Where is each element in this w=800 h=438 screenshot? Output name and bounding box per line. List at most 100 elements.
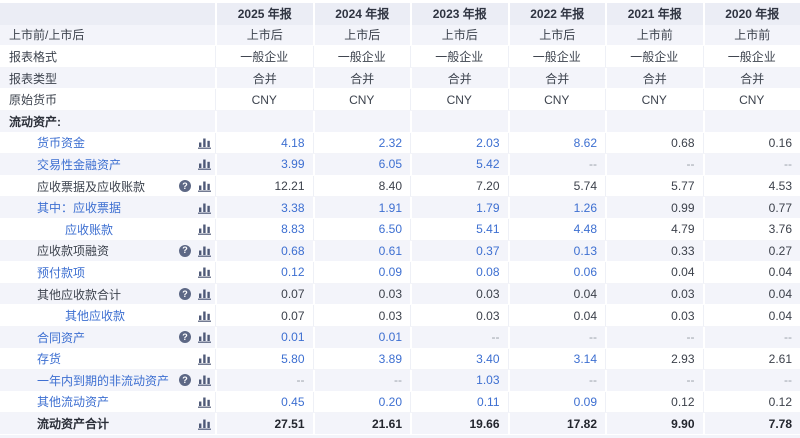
cell-value[interactable]: 0.11 [477, 394, 500, 409]
cell-value[interactable]: 0.68 [281, 243, 305, 258]
bar-chart-icon[interactable] [198, 223, 211, 236]
cell-value[interactable]: 4.48 [573, 222, 597, 237]
cell-value[interactable]: 0.45 [281, 394, 305, 409]
cell-value[interactable]: 1.91 [378, 200, 402, 215]
bar-chart-icon[interactable] [198, 374, 211, 387]
help-icon[interactable]: ? [179, 374, 191, 387]
value-cell-link[interactable]: 0.09 [507, 391, 605, 413]
value-cell-link[interactable]: 0.11 [410, 391, 508, 413]
bar-chart-icon[interactable] [198, 245, 211, 257]
row-label-link[interactable]: 货币资金 [37, 136, 86, 151]
value-cell-link[interactable]: 4.18 [215, 132, 313, 154]
cell-value[interactable]: 0.09 [378, 265, 402, 280]
row-label-link[interactable]: 应收账款 [65, 222, 114, 237]
cell-value[interactable]: 8.83 [281, 222, 305, 237]
cell-value[interactable]: 0.01 [281, 330, 305, 345]
bar-chart-icon[interactable] [198, 353, 211, 365]
row-label-link[interactable]: 其中：应收票据 [37, 201, 122, 216]
cell-value[interactable]: 3.89 [378, 351, 402, 366]
value-cell-link[interactable]: 0.09 [312, 262, 410, 283]
value-cell-link[interactable]: 0.01 [312, 326, 410, 348]
cell-value[interactable]: 0.01 [378, 330, 402, 345]
cell-value[interactable]: 0.20 [378, 394, 402, 409]
value-cell-link[interactable]: 6.05 [312, 154, 410, 175]
value-cell-link[interactable]: 5.42 [410, 154, 508, 175]
value-cell-link[interactable]: 0.61 [312, 240, 410, 262]
help-icon[interactable]: ? [179, 331, 191, 344]
value-cell-link[interactable]: 0.06 [507, 262, 605, 283]
cell-value[interactable]: 0.61 [378, 243, 402, 258]
cell-value[interactable]: 0.09 [573, 394, 597, 409]
cell-value[interactable]: 5.41 [476, 222, 500, 237]
bar-chart-icon[interactable] [198, 158, 211, 171]
row-label-link[interactable]: 合同资产 [37, 330, 86, 345]
value-cell-link[interactable]: 0.12 [215, 262, 313, 283]
cell-value[interactable]: 6.05 [378, 157, 402, 172]
row-label-link[interactable]: 交易性金融资产 [37, 157, 122, 172]
value-cell-link[interactable]: 0.20 [312, 391, 410, 413]
row-label-link[interactable]: 一年内到期的非流动资产 [37, 373, 170, 388]
value-cell-link[interactable]: 2.03 [410, 132, 508, 154]
cell-value[interactable]: 2.03 [476, 135, 500, 150]
cell-value[interactable]: 1.79 [476, 200, 500, 215]
value-cell-link[interactable]: 4.48 [507, 218, 605, 240]
row-label-link[interactable]: 其他应收款 [65, 309, 126, 324]
bar-chart-icon[interactable] [198, 202, 211, 214]
value-cell-link[interactable]: 0.45 [215, 391, 313, 413]
bar-chart-icon[interactable] [198, 288, 211, 300]
help-icon[interactable]: ? [179, 288, 191, 301]
row-label-link[interactable]: 其他流动资产 [37, 395, 110, 410]
cell-value[interactable]: 8.62 [573, 135, 597, 150]
bar-chart-icon[interactable] [198, 331, 211, 344]
value-cell [312, 110, 410, 132]
value-cell-link[interactable]: 0.13 [507, 240, 605, 262]
value-cell-link[interactable]: 2.32 [312, 132, 410, 154]
value-cell-link[interactable]: 0.08 [410, 262, 508, 283]
value-cell-link[interactable]: 0.37 [410, 240, 508, 262]
cell-value[interactable]: 0.37 [476, 243, 500, 258]
cell-value[interactable]: 4.18 [281, 135, 305, 150]
help-icon[interactable]: ? [179, 244, 191, 257]
value-cell-link[interactable]: 1.91 [312, 197, 410, 218]
cell-value[interactable]: 3.14 [573, 351, 597, 366]
cell-value[interactable]: 0.13 [573, 243, 597, 258]
value-cell-link[interactable]: 1.79 [410, 197, 508, 218]
cell-value[interactable]: 5.42 [476, 157, 500, 172]
row-label-link[interactable]: 存货 [37, 352, 62, 367]
cell-value[interactable]: 3.99 [281, 157, 305, 172]
help-icon[interactable]: ? [179, 180, 191, 193]
row-label-cell: 应收款项融资? [0, 240, 215, 262]
cell-value[interactable]: 0.12 [281, 265, 305, 280]
cell-value[interactable]: 6.50 [378, 222, 402, 237]
cell-value[interactable]: 0.08 [476, 265, 500, 280]
bar-chart-icon[interactable] [198, 396, 211, 408]
cell-value[interactable]: 3.40 [476, 351, 500, 366]
value-cell-link[interactable]: 8.62 [507, 132, 605, 154]
value-cell-link[interactable]: 3.89 [312, 348, 410, 370]
bar-chart-icon[interactable] [198, 266, 211, 279]
value-cell-link[interactable]: 6.50 [312, 218, 410, 240]
value-cell-link[interactable]: 1.03 [410, 370, 508, 391]
value-cell-link[interactable]: 3.40 [410, 348, 508, 370]
value-cell-link[interactable]: 0.68 [215, 240, 313, 262]
value-cell-link[interactable]: 3.38 [215, 197, 313, 218]
value-cell-link[interactable]: 1.26 [507, 197, 605, 218]
value-cell-link[interactable]: 5.41 [410, 218, 508, 240]
row-label-link[interactable]: 预付款项 [37, 265, 86, 280]
cell-value[interactable]: 1.03 [476, 373, 500, 388]
value-cell-link[interactable]: 0.01 [215, 326, 313, 348]
cell-value[interactable]: 2.32 [378, 135, 402, 150]
bar-chart-icon[interactable] [198, 180, 211, 192]
cell-value[interactable]: 3.38 [281, 200, 305, 215]
cell-value[interactable]: 5.80 [281, 351, 305, 366]
bar-chart-icon[interactable] [198, 418, 211, 430]
cell-value[interactable]: 1.26 [573, 200, 597, 215]
value-cell-link[interactable]: 8.83 [215, 218, 313, 240]
bar-chart-icon[interactable] [198, 137, 211, 149]
value-cell-link[interactable]: 5.80 [215, 348, 313, 370]
cell-value[interactable]: 0.06 [573, 265, 597, 280]
value-cell-link[interactable]: 3.14 [507, 348, 605, 370]
row-icons [198, 396, 215, 408]
bar-chart-icon[interactable] [198, 310, 211, 322]
value-cell-link[interactable]: 3.99 [215, 154, 313, 175]
